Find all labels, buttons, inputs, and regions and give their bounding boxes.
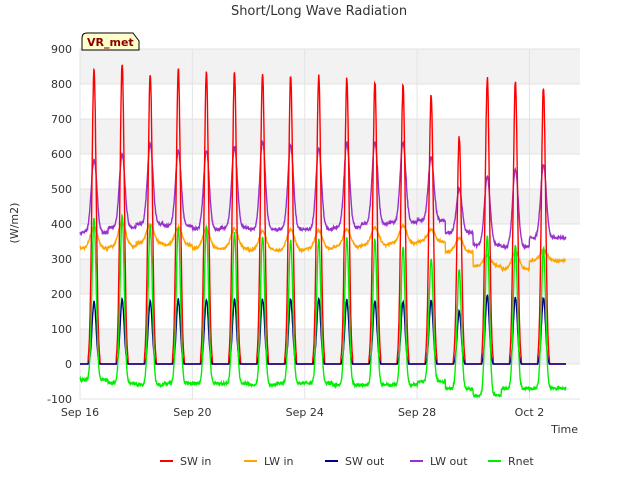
series-layer (79, 64, 567, 400)
y-tick-label: 0 (65, 358, 72, 371)
legend: SW in LW in SW out LW out Rnet (160, 455, 534, 468)
y-tick-label: 200 (51, 288, 72, 301)
x-tick-label: Sep 16 (61, 406, 99, 419)
plot-band (80, 364, 580, 399)
x-tick-label: Sep 24 (286, 406, 324, 419)
plot-band (80, 259, 580, 294)
legend-label: SW out (345, 455, 385, 468)
y-tick-label: 100 (51, 323, 72, 336)
plot-band (80, 329, 580, 364)
legend-label: LW in (264, 455, 294, 468)
plot-band (80, 189, 580, 224)
y-tick-label: 700 (51, 113, 72, 126)
y-tick-label: 400 (51, 218, 72, 231)
y-tick-label: 800 (51, 78, 72, 91)
y-axis-label: (W/m2) (8, 203, 21, 244)
legend-label: SW in (180, 455, 211, 468)
x-tick-label: Sep 28 (398, 406, 436, 419)
plot-band (80, 84, 580, 119)
plot-band (80, 294, 580, 329)
chart-title: Short/Long Wave Radiation (231, 4, 407, 19)
gridlines (79, 48, 580, 400)
station-badge-label: VR_met (87, 36, 134, 49)
y-tick-label: 300 (51, 253, 72, 266)
legend-label: LW out (430, 455, 468, 468)
plot-band (80, 49, 580, 84)
plot-band (80, 154, 580, 189)
station-badge: VR_met (81, 32, 140, 51)
legend-label: Rnet (508, 455, 534, 468)
y-tick-label: 500 (51, 183, 72, 196)
plot-band (80, 119, 580, 154)
y-tick-label: 900 (51, 43, 72, 56)
x-axis-label: Time (550, 423, 578, 436)
series-line-rnet (79, 213, 567, 400)
y-tick-label: -100 (47, 393, 72, 406)
y-tick-label: 600 (51, 148, 72, 161)
x-tick-label: Sep 20 (173, 406, 211, 419)
x-tick-labels: Sep 16 Sep 20 Sep 24 Sep 28 Oct 2 (61, 406, 544, 419)
y-tick-labels: -100 0 100 200 300 400 500 600 700 800 900 (47, 43, 72, 406)
x-tick-label: Oct 2 (515, 406, 545, 419)
